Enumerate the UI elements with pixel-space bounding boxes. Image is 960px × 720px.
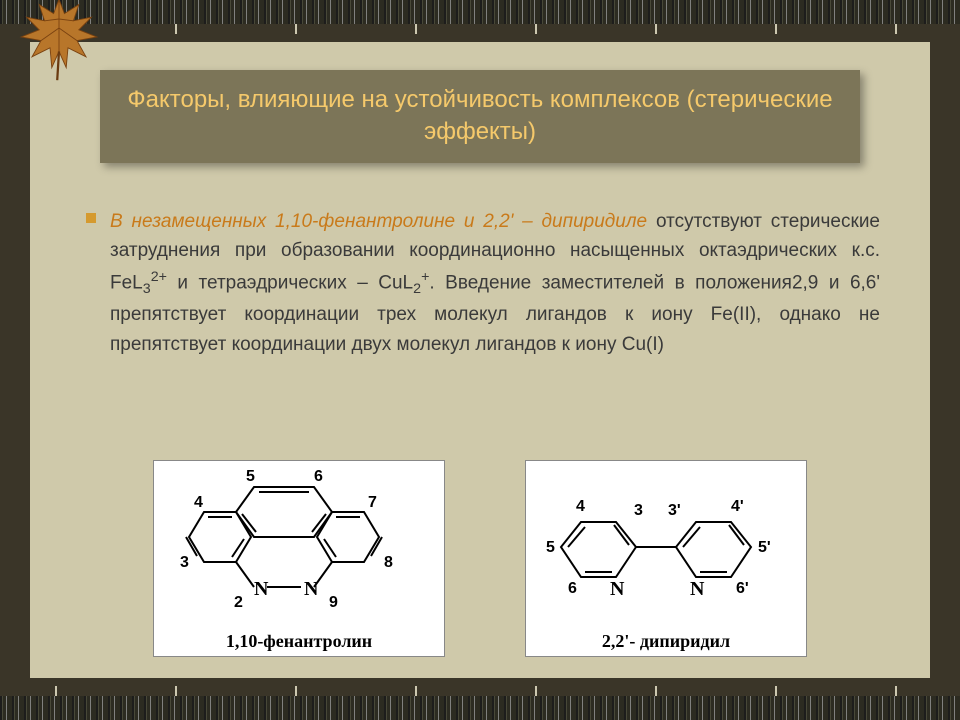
cul-sub: 2: [413, 281, 421, 297]
figures-row: N N 2 3 4 5 6 7 8 9 1,10-фенантролин: [30, 460, 930, 670]
decorative-border-bottom: [0, 696, 960, 720]
phen-label-5: 5: [246, 468, 255, 485]
fel-sub: 3: [143, 281, 151, 297]
title-box: Факторы, влияющие на устойчивость компле…: [100, 70, 860, 163]
ruler-ticks-top: [0, 24, 960, 34]
bipy-label-6p: 6': [736, 580, 749, 597]
figure-bipyridyl: N N 3 4 5 6 3' 4' 5' 6' 2,2'- дипиридил: [525, 460, 807, 657]
bipy-n-left: N: [610, 578, 625, 600]
bipy-n-right: N: [690, 578, 705, 600]
bipy-label-3: 3: [634, 502, 643, 519]
fel-sup: 2+: [151, 269, 167, 285]
bipy-label-5p: 5': [758, 539, 771, 556]
slide-title: Факторы, влияющие на устойчивость компле…: [120, 84, 840, 149]
phen-label-4: 4: [194, 494, 203, 511]
ruler-ticks-bottom: [0, 686, 960, 696]
atom-n-left: N: [254, 578, 269, 600]
body-rest-2: и тетраэдрических – CuL: [167, 272, 413, 293]
bullet-icon: [86, 213, 96, 223]
body-paragraph: В незамещенных 1,10-фенантролине и 2,2' …: [110, 207, 880, 359]
phen-label-2: 2: [234, 594, 243, 611]
phen-label-7: 7: [368, 494, 377, 511]
figure-phen-caption: 1,10-фенантролин: [164, 627, 434, 654]
atom-n-right: N: [304, 578, 319, 600]
bipy-label-3p: 3': [668, 502, 681, 519]
highlight-lead: В незамещенных 1,10-фенантролине и 2,2' …: [110, 211, 647, 232]
maple-leaf-icon: [14, 0, 104, 82]
figure-bipy-caption: 2,2'- дипиридил: [536, 627, 796, 654]
bipy-label-4: 4: [576, 498, 585, 515]
phen-label-9: 9: [329, 594, 338, 611]
bipy-label-5: 5: [546, 539, 555, 556]
figure-phenanthroline: N N 2 3 4 5 6 7 8 9 1,10-фенантролин: [153, 460, 445, 657]
decorative-border-top: [0, 0, 960, 24]
phen-label-3: 3: [180, 554, 189, 571]
phen-label-6: 6: [314, 468, 323, 485]
slide-content-area: Факторы, влияющие на устойчивость компле…: [30, 42, 930, 678]
bipy-label-4p: 4': [731, 498, 744, 515]
phen-label-8: 8: [384, 554, 393, 571]
bipy-label-6: 6: [568, 580, 577, 597]
